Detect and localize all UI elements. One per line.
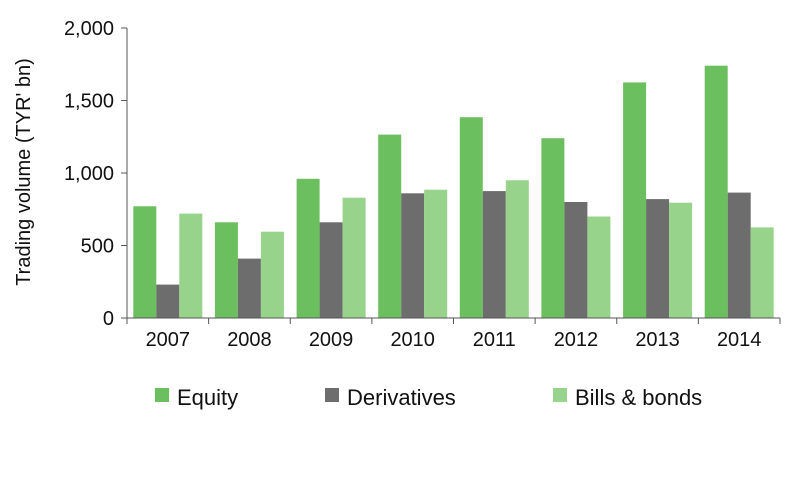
bar-equity-2009 [296, 178, 320, 318]
x-tick-label: 2011 [473, 329, 516, 351]
bar-equity-2011 [459, 117, 483, 318]
bar-bills-bonds-2011 [505, 180, 529, 319]
bar-equity-2012 [541, 138, 565, 318]
legend: Equity Derivatives Bills & bonds [155, 385, 702, 410]
x-tick-label: 2013 [635, 329, 680, 351]
x-tick-label: 2009 [309, 329, 354, 351]
bar-derivatives-2013 [646, 199, 670, 318]
legend-item-equity: Equity [155, 385, 238, 410]
y-tick-label: 2,000 [64, 18, 114, 40]
y-tick-label: 500 [81, 236, 114, 258]
bar-derivatives-2012 [564, 202, 588, 318]
legend-swatch [553, 388, 567, 402]
bar-equity-2008 [214, 222, 238, 318]
legend-label: Derivatives [347, 385, 456, 410]
bar-bills-bonds-2008 [260, 231, 284, 318]
bar-equity-2014 [704, 65, 728, 318]
bar-derivatives-2009 [319, 222, 343, 318]
x-axis: 2007 2008 2009 2010 2011 2012 2013 2014 [126, 317, 781, 351]
x-tick-label: 2007 [146, 329, 191, 351]
bar-derivatives-2014 [727, 192, 751, 318]
bar-bills-bonds-2010 [424, 189, 448, 318]
bar-equity-2013 [623, 82, 647, 319]
bar-bills-bonds-2012 [587, 216, 611, 318]
y-axis: 0 500 1,000 1,500 2,000 [64, 18, 128, 330]
legend-item-bills-bonds: Bills & bonds [553, 385, 702, 410]
y-axis-title: Trading volume (TYR' bn) [13, 58, 35, 286]
y-tick-label: 0 [103, 308, 114, 330]
bar-bills-bonds-2007 [179, 213, 203, 318]
x-tick-label: 2008 [227, 329, 272, 351]
bar-derivatives-2010 [401, 193, 425, 318]
bar-derivatives-2011 [482, 191, 506, 318]
legend-item-derivatives: Derivatives [325, 385, 456, 410]
x-tick-label: 2014 [717, 329, 762, 351]
y-tick-label: 1,500 [64, 91, 114, 113]
legend-label: Bills & bonds [575, 385, 702, 410]
bar-bills-bonds-2014 [750, 227, 774, 318]
x-tick-label: 2010 [390, 329, 435, 351]
bar-derivatives-2007 [156, 284, 180, 318]
legend-swatch [155, 388, 169, 402]
y-tick-label: 1,000 [64, 163, 114, 185]
bar-derivatives-2008 [237, 258, 261, 318]
legend-swatch [325, 388, 339, 402]
legend-label: Equity [177, 385, 238, 410]
x-tick-label: 2012 [554, 329, 599, 351]
plot-area [133, 65, 774, 319]
bar-bills-bonds-2009 [342, 197, 366, 318]
bar-bills-bonds-2013 [669, 202, 693, 318]
bar-equity-2010 [378, 134, 402, 318]
bar-equity-2007 [133, 206, 157, 318]
